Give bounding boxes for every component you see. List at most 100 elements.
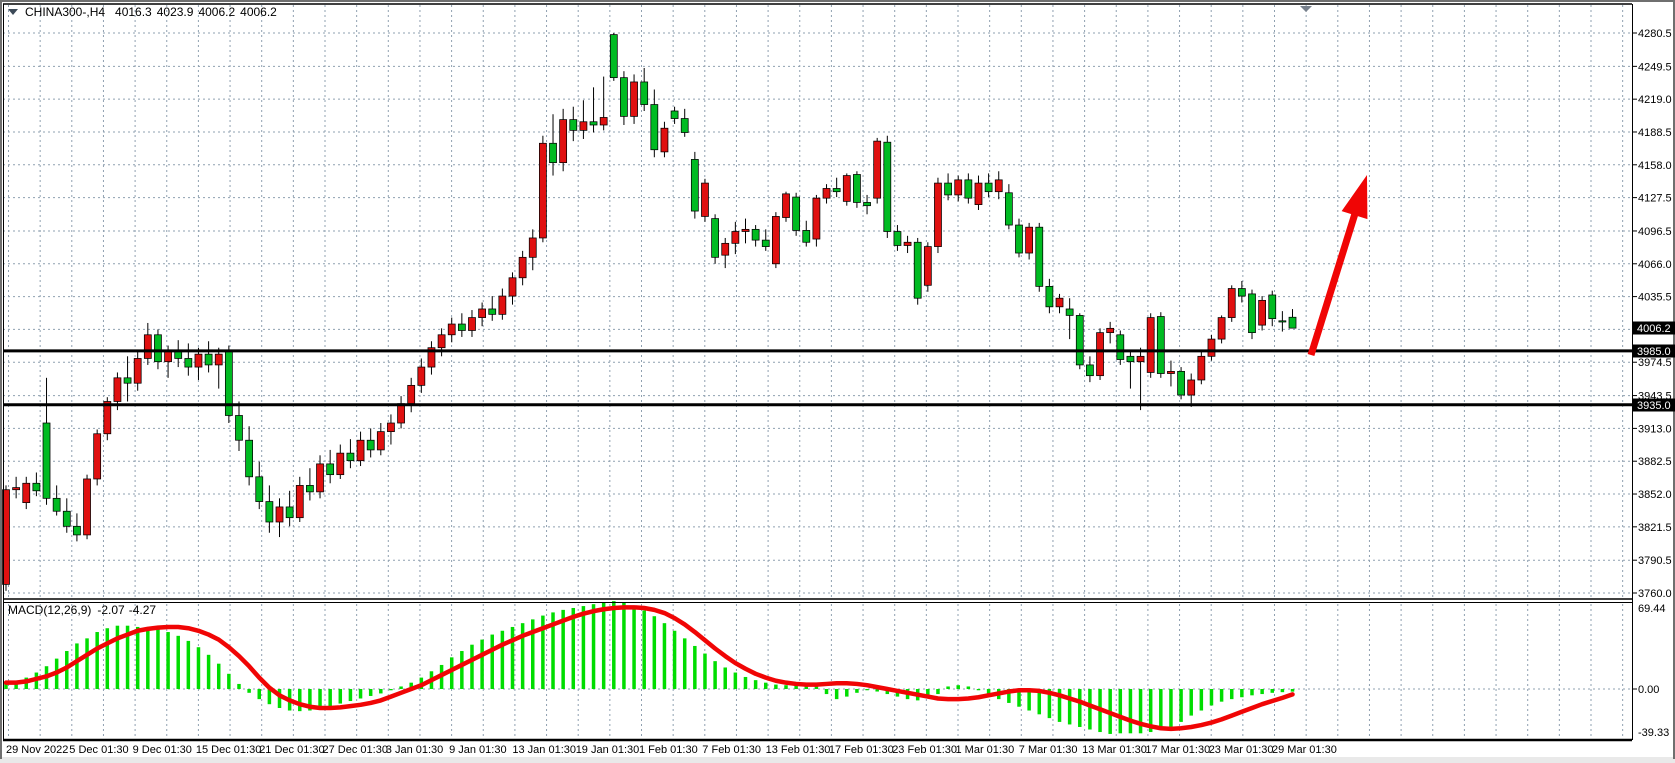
macd-histogram-bar xyxy=(4,683,8,689)
bull-candle xyxy=(356,439,365,462)
macd-histogram-bar xyxy=(1088,689,1092,730)
macd-histogram-bar xyxy=(75,643,79,689)
macd-histogram-bar xyxy=(612,601,616,689)
macd-histogram-bar xyxy=(1290,689,1295,692)
macd-panel-area[interactable] xyxy=(3,601,1295,734)
bull-candle xyxy=(822,188,831,199)
macd-histogram-bar xyxy=(956,685,960,689)
bull-candle xyxy=(1207,338,1216,357)
macd-histogram-bar xyxy=(662,623,667,689)
bid-price-box-label: 4006.2 xyxy=(1637,323,1671,335)
bear-candle xyxy=(457,323,466,331)
symbol-dropdown-icon[interactable] xyxy=(8,9,18,15)
bull-candle xyxy=(427,347,436,368)
macd-histogram-bar xyxy=(601,602,606,689)
bull-candle xyxy=(12,487,21,491)
bull-candle xyxy=(387,422,395,432)
bull-candle xyxy=(660,127,669,153)
macd-histogram-bar xyxy=(105,628,110,689)
price-chart-area[interactable] xyxy=(2,33,1297,591)
macd-histogram-bar xyxy=(926,689,930,698)
bull-candle xyxy=(559,119,568,164)
bear-candle xyxy=(346,452,355,462)
macd-histogram-bar xyxy=(65,651,69,689)
bull-candle xyxy=(407,384,416,405)
bear-candle xyxy=(42,422,51,499)
bear-candle xyxy=(650,104,659,151)
time-axis-label: 17 Feb 01:30 xyxy=(829,744,894,756)
macd-histogram-bar xyxy=(449,657,454,689)
bid-price-box xyxy=(1633,321,1675,335)
macd-histogram-bar xyxy=(682,638,687,689)
macd-histogram-bar xyxy=(1037,689,1042,715)
macd-histogram-bar xyxy=(1250,689,1254,696)
bull-candle xyxy=(194,353,203,368)
bear-candle xyxy=(204,353,213,366)
macd-histogram-bar xyxy=(814,685,819,689)
low-value: 4006.2 xyxy=(198,5,235,19)
close-value: 4006.2 xyxy=(240,5,277,19)
macd-histogram-bar xyxy=(348,689,353,702)
macd-histogram-bar xyxy=(267,689,272,705)
macd-histogram-bar xyxy=(703,653,707,689)
bear-candle xyxy=(1004,192,1013,226)
macd-histogram-bar xyxy=(318,689,322,709)
bull-candle xyxy=(2,489,10,585)
macd-histogram-bar xyxy=(368,689,373,696)
macd-histogram-bar xyxy=(733,672,738,689)
macd-histogram-bar xyxy=(520,623,525,689)
bull-candle xyxy=(508,277,517,297)
macd-histogram-bar xyxy=(865,689,869,691)
macd-histogram-bar xyxy=(855,689,859,693)
macd-axis-max: 69.44 xyxy=(1638,603,1666,615)
bear-candle xyxy=(893,231,902,246)
trend-arrow-annotation[interactable] xyxy=(1307,175,1368,357)
macd-histogram-bar xyxy=(1067,689,1072,725)
macd-histogram-bar xyxy=(1118,689,1123,734)
bull-candle xyxy=(903,241,912,246)
bear-candle xyxy=(1268,294,1277,320)
macd-histogram-bar xyxy=(328,689,332,707)
bull-candle xyxy=(417,366,426,386)
bull-candle xyxy=(934,182,942,247)
bear-candle xyxy=(123,377,132,384)
macd-histogram-bar xyxy=(571,607,576,689)
bear-candle xyxy=(853,174,861,203)
bull-candle xyxy=(1258,299,1266,326)
bull-candle xyxy=(1096,332,1104,377)
price-axis-label: 3821.5 xyxy=(1638,522,1672,534)
macd-histogram-bar xyxy=(379,689,383,694)
macd-histogram-bar xyxy=(298,689,302,712)
bear-candle xyxy=(1065,308,1074,316)
level-lines-layer[interactable] xyxy=(3,349,1632,407)
macd-histogram-bar xyxy=(764,682,768,689)
bear-candle xyxy=(680,118,689,133)
time-axis-label: 23 Mar 01:30 xyxy=(1209,744,1274,756)
macd-histogram-bar xyxy=(1078,689,1082,727)
bear-candle xyxy=(488,308,497,315)
macd-histogram-bar xyxy=(389,689,393,691)
bear-candle xyxy=(569,119,578,131)
bull-candle xyxy=(772,216,780,265)
bull-candle xyxy=(782,193,790,218)
bull-candle xyxy=(164,350,172,363)
macd-histogram-bar xyxy=(743,676,748,689)
bull-candle xyxy=(437,334,446,349)
level2-price-box-label: 3935.0 xyxy=(1637,400,1671,412)
bear-candle xyxy=(52,497,61,512)
bull-candle xyxy=(93,433,102,480)
bear-candle xyxy=(964,179,973,199)
macd-histogram-bar xyxy=(1007,689,1011,703)
macd-histogram-bar xyxy=(541,615,545,689)
axes-layer[interactable]: 4280.5 4249.5 4219.0 4188.5 4158.0 4127.5 4096… xyxy=(6,28,1672,756)
bear-candle xyxy=(913,241,922,299)
bear-candle xyxy=(245,439,253,478)
price-axis-label: 4188.5 xyxy=(1638,127,1672,139)
bear-candle xyxy=(326,463,335,476)
macd-histogram-bar xyxy=(936,689,940,695)
macd-histogram-bar xyxy=(1128,689,1133,734)
bear-candle xyxy=(549,142,557,164)
macd-histogram-bar xyxy=(460,651,464,689)
bull-candle xyxy=(539,142,547,239)
